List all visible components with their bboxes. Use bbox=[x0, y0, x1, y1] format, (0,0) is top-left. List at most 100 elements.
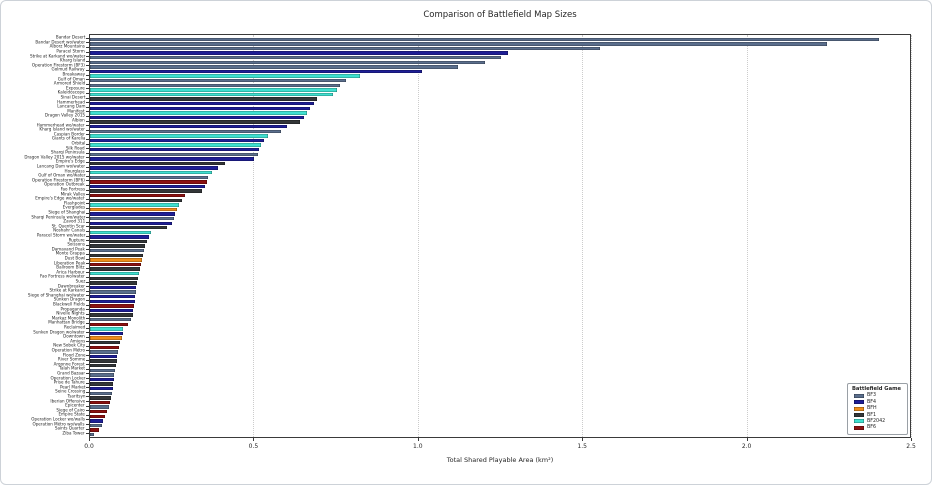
y-tick-label: Strike at Karkand bbox=[49, 288, 85, 294]
y-tick-label: Noshahr Canals bbox=[52, 228, 85, 234]
bar bbox=[90, 55, 501, 60]
y-tick-mark bbox=[86, 249, 89, 251]
y-tick-label: Flashpoint bbox=[63, 201, 85, 206]
y-tick-label: Paracel Storm wo/water bbox=[36, 233, 85, 239]
y-tick-label: Bandar Desert bbox=[55, 35, 85, 41]
y-tick-mark bbox=[86, 47, 89, 48]
plot-area: Battlefield Game BF3 BF4 BFH BF1 BF2042 BF6 bbox=[89, 34, 912, 438]
bar bbox=[90, 295, 136, 299]
y-tick-mark bbox=[86, 65, 89, 67]
chart-title: Comparison of Battlefield Map Sizes bbox=[423, 10, 577, 20]
y-tick-label: Manhattan Bridge bbox=[48, 320, 85, 326]
bar bbox=[90, 120, 301, 124]
bar bbox=[90, 216, 174, 221]
y-tick-mark bbox=[86, 382, 89, 384]
bar bbox=[90, 387, 113, 391]
bar bbox=[90, 198, 183, 202]
y-tick-mark bbox=[86, 433, 89, 435]
y-tick-mark bbox=[86, 391, 89, 393]
y-axis-labels: Bandar Desert Bandar Desert wo/water Albor… bbox=[1, 34, 85, 438]
bar bbox=[90, 106, 311, 110]
y-tick-mark bbox=[86, 373, 89, 375]
y-tick-label: Nivelle Nights bbox=[56, 311, 85, 317]
y-tick-mark bbox=[86, 189, 89, 191]
gridline bbox=[253, 35, 255, 437]
y-tick-mark bbox=[86, 414, 89, 416]
y-tick-label: Downtown bbox=[63, 334, 85, 340]
y-tick-label: Hourglass bbox=[64, 168, 85, 174]
bar bbox=[90, 115, 304, 120]
y-tick-label: Flood Zone bbox=[62, 352, 85, 358]
x-tick-mark bbox=[253, 438, 255, 441]
x-tick-mark bbox=[746, 438, 748, 441]
y-tick-mark bbox=[86, 60, 89, 62]
y-tick-mark bbox=[86, 318, 89, 320]
y-tick-mark bbox=[86, 161, 89, 163]
legend-entry: BF2042 bbox=[852, 418, 901, 424]
bar bbox=[90, 60, 485, 64]
y-tick-mark bbox=[86, 102, 89, 104]
y-tick-label: Operation Métro bbox=[51, 348, 85, 353]
y-tick-label: Operation Outbreak bbox=[44, 182, 85, 188]
bar bbox=[90, 69, 423, 74]
bar bbox=[90, 276, 138, 281]
bar bbox=[90, 170, 212, 175]
y-tick-label: Saints Quarter bbox=[55, 426, 85, 432]
y-tick-mark bbox=[86, 74, 89, 76]
bar bbox=[90, 373, 115, 377]
y-tick-mark bbox=[86, 129, 89, 131]
bar bbox=[90, 175, 209, 179]
bar bbox=[90, 193, 186, 198]
bar bbox=[90, 92, 334, 97]
bar bbox=[90, 207, 178, 212]
x-tick-mark bbox=[582, 438, 584, 441]
bar bbox=[90, 65, 459, 69]
bar bbox=[90, 331, 123, 336]
bar bbox=[90, 359, 117, 363]
bar bbox=[90, 88, 337, 92]
y-tick-label: Empire's Edge wo/water bbox=[35, 196, 85, 202]
y-tick-mark bbox=[86, 70, 89, 71]
bar bbox=[90, 166, 219, 170]
y-tick-label: Argonne Forest bbox=[54, 362, 85, 367]
legend-swatch-icon bbox=[853, 406, 864, 411]
y-tick-mark bbox=[86, 313, 89, 315]
y-tick-label: Paracel Storm bbox=[56, 49, 85, 55]
x-tick-label: 1.0 bbox=[413, 443, 423, 450]
x-tick-label: 2.5 bbox=[906, 443, 916, 450]
legend-swatch-icon bbox=[853, 400, 864, 405]
y-tick-mark bbox=[86, 166, 89, 168]
y-tick-label: Dawnbreaker bbox=[57, 283, 85, 289]
bar bbox=[90, 226, 168, 230]
y-tick-label: Breakaway bbox=[62, 72, 85, 78]
y-tick-label: Operation Locker wo/walls bbox=[31, 417, 85, 422]
y-tick-mark bbox=[86, 364, 89, 366]
y-tick-mark bbox=[86, 424, 89, 425]
y-tick-label: Operation Firestorm (BF6) bbox=[32, 178, 85, 183]
bar bbox=[90, 134, 268, 138]
legend: Battlefield Game BF3 BF4 BFH BF1 BF2042 BF6 bbox=[846, 382, 908, 435]
x-tick-label: 0.0 bbox=[84, 443, 94, 450]
legend-swatch-icon bbox=[853, 393, 864, 398]
bar bbox=[90, 423, 103, 428]
y-tick-mark bbox=[86, 235, 89, 237]
y-tick-mark bbox=[86, 203, 89, 205]
y-tick-mark bbox=[86, 180, 89, 182]
y-tick-label: Sunken Dragon bbox=[53, 297, 85, 303]
y-tick-label: Siege of Shanghai bbox=[48, 210, 85, 216]
bar bbox=[90, 46, 600, 51]
y-tick-mark bbox=[86, 368, 89, 370]
y-tick-label: Silk Road bbox=[66, 145, 85, 151]
bar bbox=[90, 313, 134, 317]
y-tick-label: Sunken Dragon wo/water bbox=[33, 329, 85, 335]
y-tick-label: Exposure bbox=[66, 86, 85, 91]
y-tick-label: Kaleidoscope bbox=[58, 90, 85, 96]
y-tick-mark bbox=[86, 345, 89, 347]
y-tick-mark bbox=[86, 304, 89, 306]
y-tick-label: Soissons bbox=[67, 242, 85, 248]
y-tick-mark bbox=[86, 401, 89, 402]
y-tick-mark bbox=[86, 405, 89, 407]
y-tick-mark bbox=[86, 111, 89, 113]
bar bbox=[90, 143, 261, 147]
bar bbox=[90, 272, 139, 276]
